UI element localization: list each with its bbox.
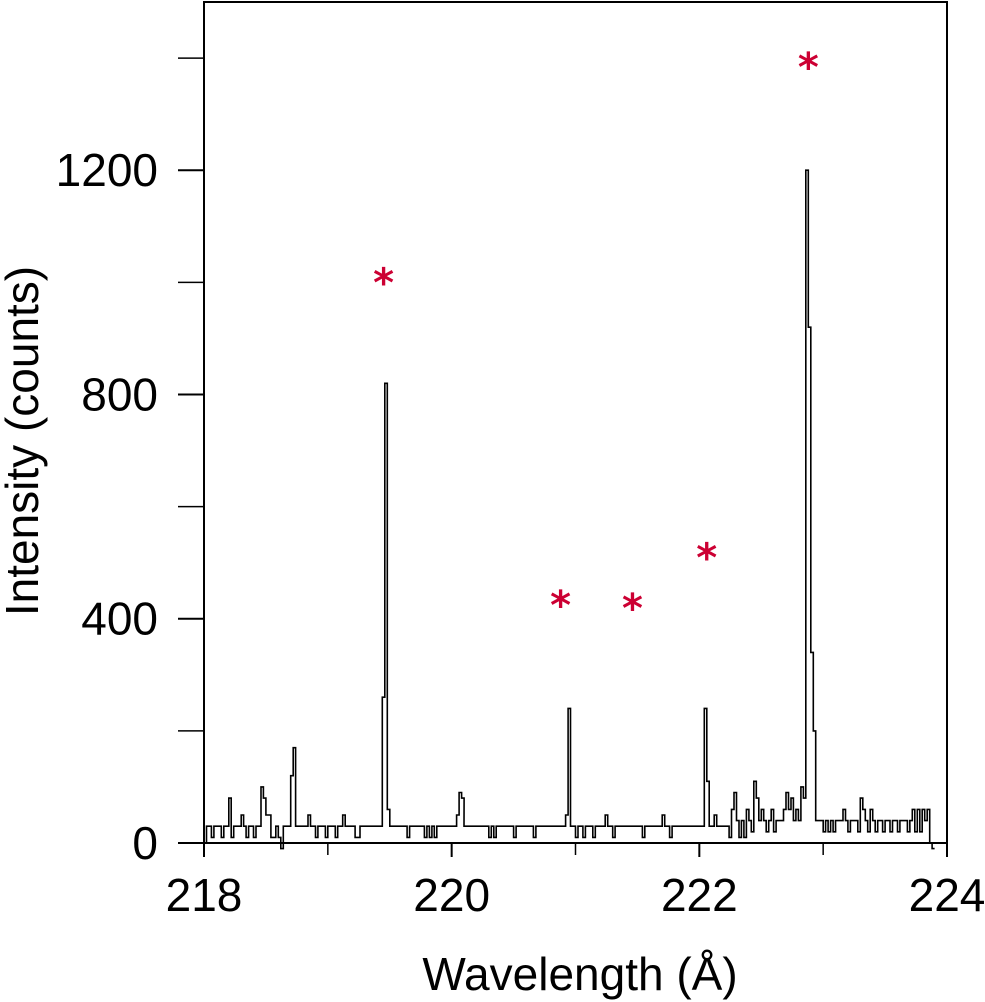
y-tick-label: 1200 [56,144,158,196]
peak-marker: * [798,45,819,91]
x-tick-label: 220 [413,869,490,921]
plot-frame [203,1,948,844]
y-axis-title: Intensity (counts) [0,266,48,616]
peak-marker: * [696,535,717,581]
x-tick-label: 218 [166,869,243,921]
peak-markers: * * * * * [373,45,819,632]
peak-marker: * [622,586,643,632]
spectrum-series [204,169,935,850]
plot-border [203,1,948,844]
x-axis-title: Wavelength (Å) [422,948,737,1000]
y-tick-label: 0 [132,817,158,869]
axis-ticks [178,57,948,857]
x-tick-label: 222 [661,869,738,921]
tick-labels: 218 220 222 224 0 400 800 1200 [56,144,985,921]
y-tick-label: 400 [81,593,158,645]
y-tick-label: 800 [81,368,158,420]
peak-marker: * [373,261,394,307]
spectrum-line [204,169,935,850]
peak-marker: * [550,583,571,629]
x-tick-label: 224 [909,869,985,921]
